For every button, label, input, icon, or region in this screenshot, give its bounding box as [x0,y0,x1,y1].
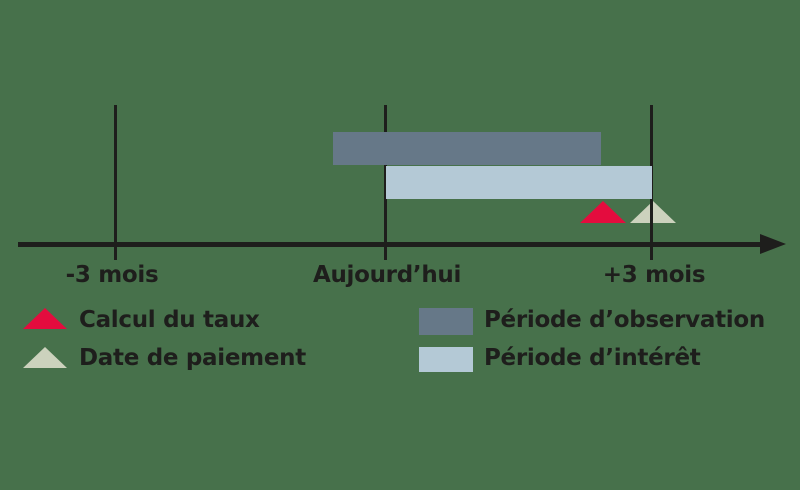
legend-label-observation-period: Période d’observation [484,307,765,333]
tick-today [384,105,387,260]
axis-label-today: Aujourd’hui [312,262,462,288]
observation-period-bar [333,132,601,165]
time-axis [18,242,766,247]
payment-date-marker [630,201,676,223]
legend-triangle-payment-date [23,347,67,368]
legend-label-payment-date: Date de paiement [79,345,306,371]
rate-calculation-marker [580,201,626,223]
legend-label-rate-calculation: Calcul du taux [79,307,260,333]
tick-minus-3-months [114,105,117,260]
legend-swatch-interest-period [419,347,473,372]
legend-swatch-observation-period [419,308,473,335]
axis-arrowhead-icon [760,234,786,254]
interest-period-bar [386,166,652,199]
legend-triangle-rate-calculation [23,308,67,329]
legend-label-interest-period: Période d’intérêt [484,345,701,371]
axis-label-plus-3-months: +3 mois [602,262,706,288]
axis-label-minus-3-months: -3 mois [65,262,159,288]
